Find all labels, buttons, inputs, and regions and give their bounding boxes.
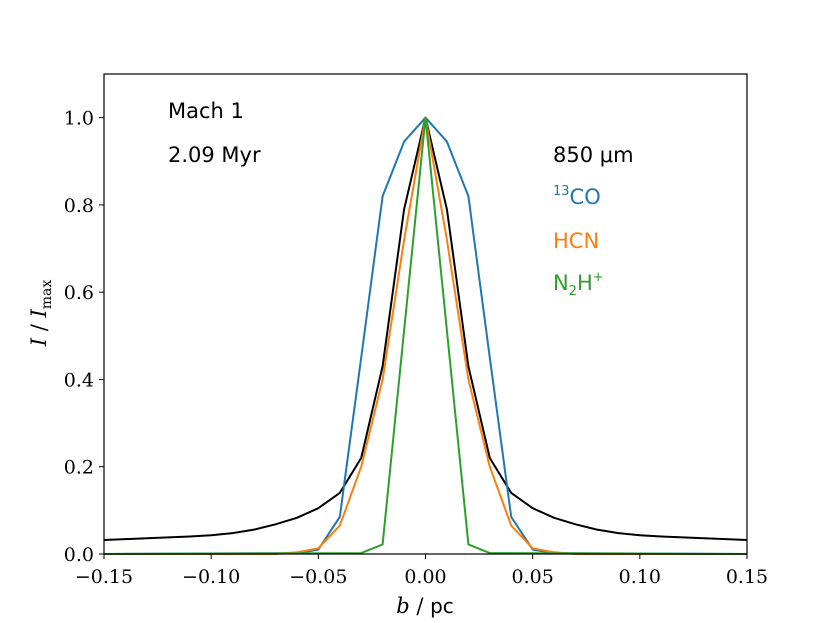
series-line-hcn bbox=[104, 116, 747, 555]
y-tick-label: 1.0 bbox=[64, 108, 94, 130]
x-axis-label: b / pc bbox=[396, 594, 454, 618]
series-layer bbox=[103, 116, 748, 555]
legend-entry-n2h: N2H+ bbox=[553, 270, 604, 299]
y-tick-label: 0.2 bbox=[64, 457, 94, 479]
y-axis-label: I / Imax bbox=[27, 280, 55, 348]
x-tick-label: −0.15 bbox=[75, 566, 133, 588]
model-annotation: Mach 1 bbox=[168, 99, 244, 123]
x-tick-label: 0.10 bbox=[619, 566, 661, 588]
y-tick-label: 0.8 bbox=[64, 195, 94, 217]
x-tick-label: 0.15 bbox=[726, 566, 768, 588]
legend-entry-hcn: HCN bbox=[553, 229, 599, 253]
time-annotation: 2.09 Myr bbox=[168, 143, 261, 167]
y-tick-label: 0.0 bbox=[64, 544, 94, 566]
y-tick-label: 0.4 bbox=[64, 369, 94, 391]
y-tick-label: 0.6 bbox=[64, 282, 94, 304]
x-tick-label: 0.05 bbox=[512, 566, 554, 588]
series-line-13co bbox=[103, 116, 748, 555]
x-tick-label: −0.05 bbox=[289, 566, 347, 588]
legend-entry-13co: 13CO bbox=[553, 184, 601, 209]
x-tick-label: 0.00 bbox=[404, 566, 446, 588]
series-line-n2h bbox=[103, 116, 748, 555]
series-line-850-m bbox=[103, 116, 748, 541]
legend-title: 850 μm bbox=[553, 143, 634, 167]
x-tick-label: −0.10 bbox=[182, 566, 240, 588]
ticks-layer: −0.15 −0.10 −0.05 0.00 0.05 0.10 0.15 0.0 0.2 0.4… bbox=[64, 108, 768, 588]
